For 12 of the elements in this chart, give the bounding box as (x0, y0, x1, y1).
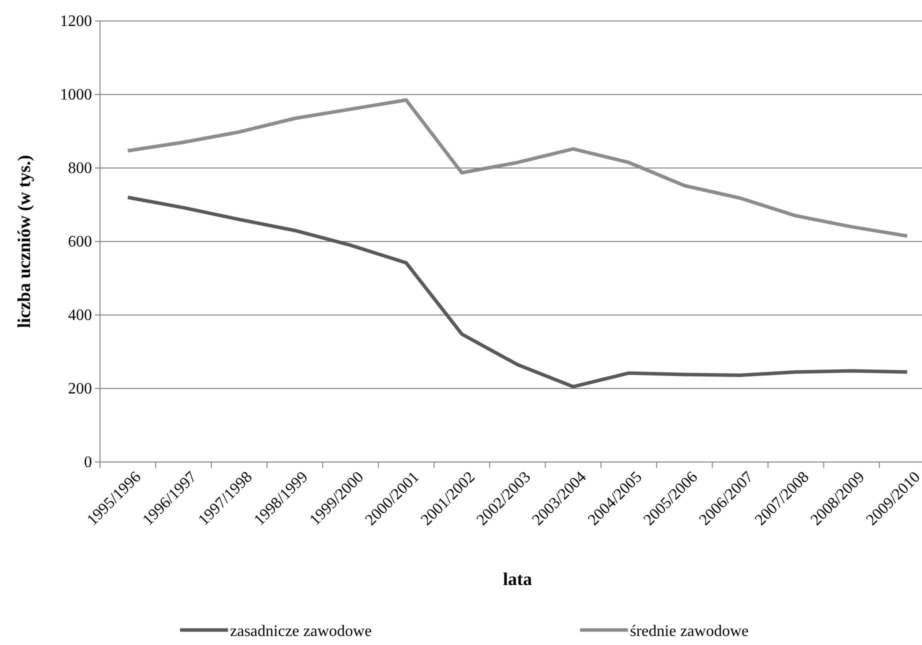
y-tick-label: 1200 (60, 13, 92, 30)
y-tick-label: 0 (84, 454, 92, 472)
legend-label: zasadnicze zawodowe (230, 623, 372, 640)
y-axis-title: liczba uczniów (w tys.) (14, 155, 34, 328)
x-axis-title: lata (503, 569, 532, 589)
y-tick-label: 1000 (60, 86, 92, 104)
y-tick-label: 200 (68, 380, 92, 398)
y-tick-label: 400 (68, 307, 92, 324)
legend-label: średnie zawodowe (630, 623, 749, 640)
y-tick-label: 800 (68, 160, 92, 178)
line-series (126, 196, 909, 388)
y-tick-label: 600 (68, 234, 92, 251)
